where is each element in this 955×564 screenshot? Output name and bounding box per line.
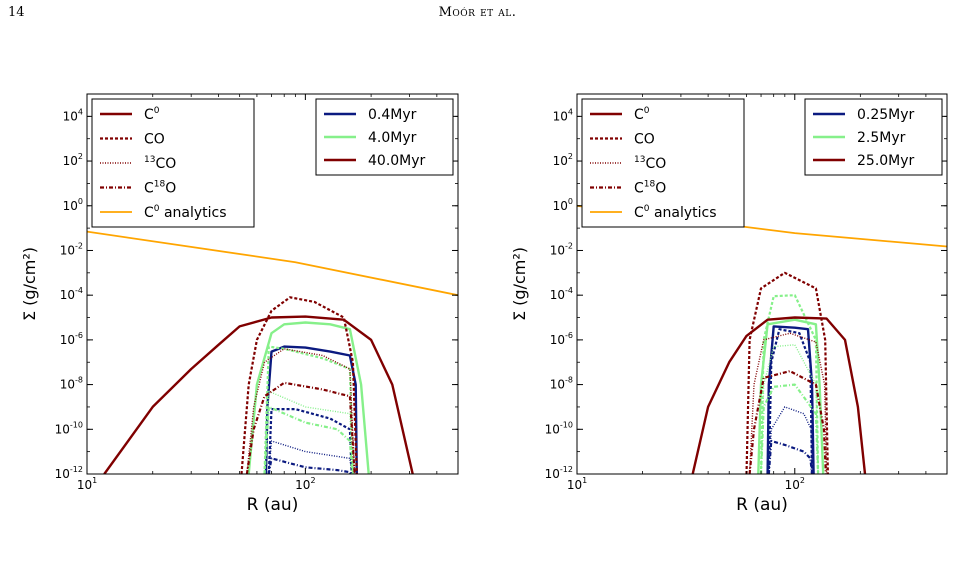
legend-frame [91,98,255,228]
y-tick-label: 10-10 [55,420,83,436]
x-axis-label: R (au) [736,495,788,515]
legend-label: CO [144,132,165,148]
series-c0-t0 [766,325,815,474]
time-legend: 0.4Myr 4.0Myr 40.0Myr [315,98,454,176]
series-co-t1 [263,345,354,474]
series-c0-t2 [103,315,414,474]
y-tick-label: 10-4 [60,286,83,302]
x-tick-label: 101 [77,476,97,492]
y-tick-label: 100 [553,197,573,213]
y-tick-label: 100 [63,197,83,213]
legend-label: 13CO [634,155,666,172]
y-axis-label: Σ (g/cm²) [20,247,39,321]
y-tick-label: 10-8 [550,376,573,392]
legend-label: 25.0Myr [857,153,915,169]
y-tick-label: 10-6 [550,331,573,347]
series-13co-t1 [263,390,354,474]
legend-label: C0 analytics [634,204,717,221]
y-tick-label: 10-12 [545,465,573,481]
legend-label: 0.25Myr [857,107,915,123]
series-co-t0 [267,408,353,474]
legend-label: 13CO [144,155,176,172]
x-tick-label: 102 [785,476,805,492]
series-13co-t0 [268,440,353,474]
series-13co-t0 [768,406,813,474]
y-tick-label: 104 [553,107,573,123]
legend-label: 2.5Myr [857,130,906,146]
legend-label: C0 analytics [144,204,227,221]
legend-label: 40.0Myr [368,153,426,169]
y-tick-label: 10-8 [60,376,83,392]
series-c18o-t2 [245,381,356,474]
y-tick-label: 10-10 [545,420,573,436]
series-co-t0 [767,328,814,474]
legend-label: 4.0Myr [368,130,417,146]
series-c0-t0 [264,345,358,474]
time-legend: 0.25Myr 2.5Myr 25.0Myr [804,98,943,176]
y-tick-label: 10-12 [55,465,83,481]
y-tick-label: 10-2 [60,241,83,257]
y-tick-label: 10-4 [550,286,573,302]
y-tick-label: 10-6 [60,331,83,347]
legend-frame [581,98,745,228]
legend-label: C18O [144,180,176,197]
series-c18o-t2 [748,370,827,474]
plot-area [577,204,947,474]
x-tick-label: 102 [295,476,315,492]
series-c0-t2 [691,316,867,474]
series-13co-t2 [748,332,828,474]
series-c18o-t1 [263,405,354,474]
y-tick-label: 104 [63,107,83,123]
axes-frame [576,93,948,475]
x-tick-label: 101 [567,476,587,492]
legend-label: CO [634,132,655,148]
y-tick-label: 102 [553,152,573,168]
series-c0-t1 [247,321,370,474]
series-co-t1 [759,294,820,474]
legend-label: 0.4Myr [368,107,417,123]
series-co-t2 [240,296,358,474]
plot-area [87,230,458,474]
y-tick-label: 10-2 [550,241,573,257]
y-axis-label: Σ (g/cm²) [510,247,529,321]
series-c18o-t1 [759,383,820,474]
y-tick-label: 102 [63,152,83,168]
running-header: Moór et al. [438,5,517,20]
page-number: 14 [8,5,25,20]
species-legend: C0 CO 13CO C18O C0 analytics [581,98,745,228]
x-axis-label: R (au) [247,495,299,515]
legend-label: C0 [634,106,650,123]
series-c18o-t0 [767,439,814,474]
series-co-t2 [745,271,829,474]
legend-label: C0 [144,106,160,123]
axes-frame [86,93,459,475]
series-c0-t1 [757,318,825,474]
species-legend: C0 CO 13CO C18O C0 analytics [91,98,255,228]
legend-label: C18O [634,180,666,197]
series-c0-analytics [87,230,458,297]
series-c18o-t0 [267,457,353,474]
